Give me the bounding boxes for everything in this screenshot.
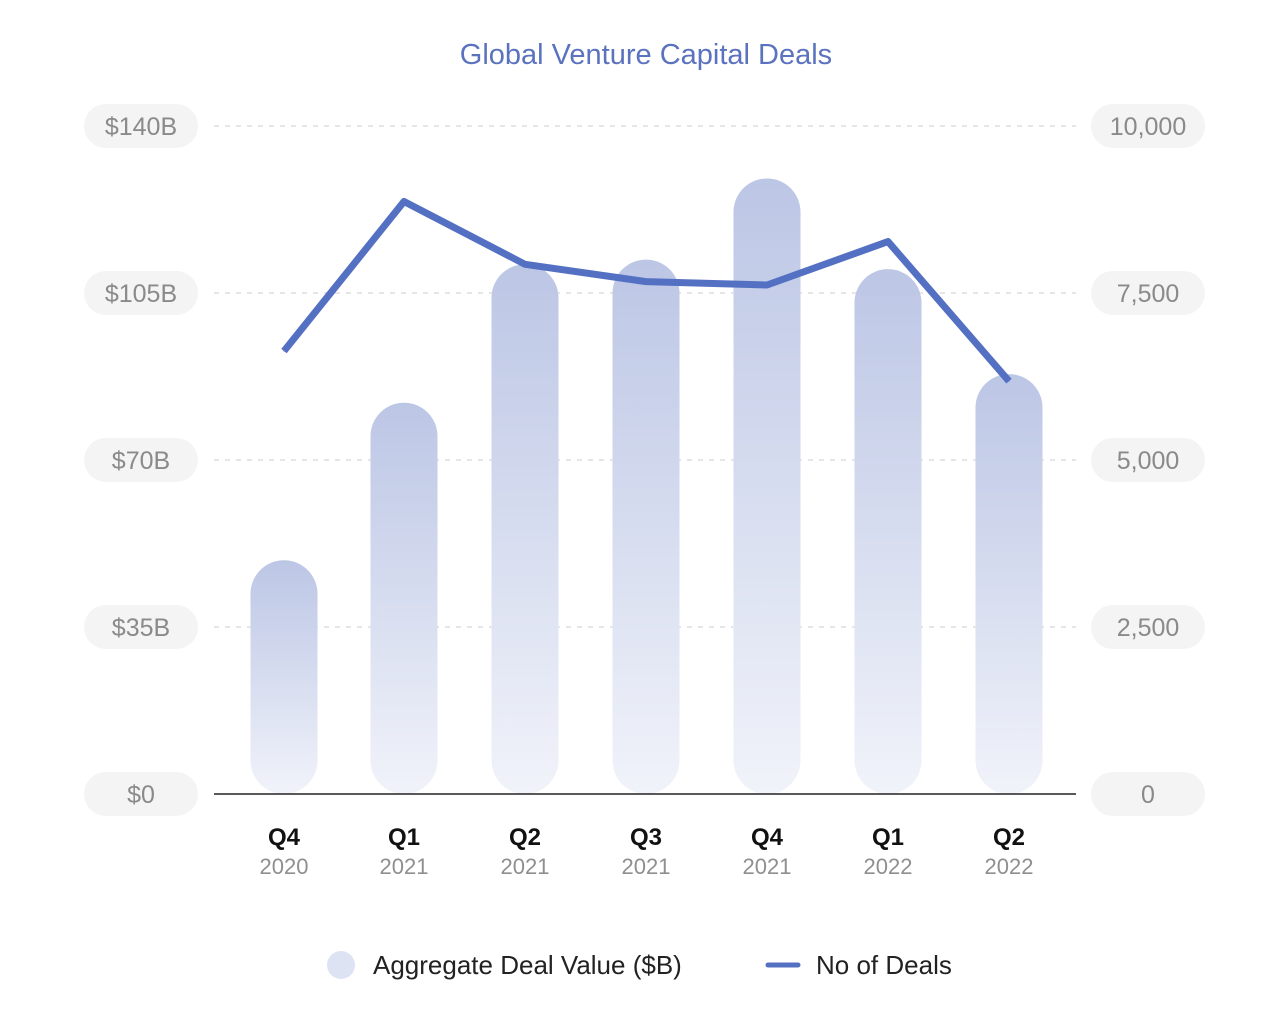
legend-swatch-bars [327,951,355,979]
tick-label: 7,500 [1117,280,1180,308]
tick-pill-bg [1091,605,1205,649]
tick-label: $35B [112,614,170,642]
tick-label: 2,500 [1117,614,1180,642]
left-tick: $35B [84,605,198,649]
category-quarter: Q2 [993,824,1025,851]
right-tick: 10,000 [1091,104,1205,148]
chart-title: Global Venture Capital Deals [460,39,832,71]
bar [370,402,438,794]
line-series [281,198,1012,384]
tick-label: 10,000 [1110,113,1186,141]
category-year: 2021 [501,854,550,879]
left-tick: $140B [84,104,198,148]
category-quarter: Q1 [388,824,420,851]
right-axis: 0 2,500 5,000 7,500 10,000 [1091,104,1205,816]
tick-pill-bg [84,772,198,816]
category-year: 2020 [260,854,309,879]
legend: Aggregate Deal Value ($B) No of Deals [327,950,952,980]
bar [250,560,318,794]
tick-label: 0 [1141,781,1155,809]
category-year: 2021 [380,854,429,879]
line-point [283,350,285,352]
category-year: 2022 [864,854,913,879]
tick-pill-bg [84,104,198,148]
right-tick: 5,000 [1091,438,1205,482]
category-label: Q1 2021 [380,824,429,879]
category-label: Q3 2021 [622,824,671,879]
line-point [645,281,647,283]
category-label: Q2 2022 [985,824,1034,879]
tick-label: $0 [127,781,155,809]
tick-label: 5,000 [1117,447,1180,475]
right-tick: 2,500 [1091,605,1205,649]
bar [733,178,801,794]
tick-label: $140B [105,113,177,141]
line-point [766,284,768,286]
line-point [1008,380,1010,382]
tick-pill-bg [84,438,198,482]
legend-label-bars: Aggregate Deal Value ($B) [373,950,682,980]
tick-label: $70B [112,447,170,475]
tick-label: $105B [105,280,177,308]
x-axis-labels: Q4 2020 Q1 2021 Q2 2021 Q3 2021 Q4 2021 Q1 2022 Q2 20… [260,824,1034,879]
category-quarter: Q4 [751,824,784,851]
line-point [403,200,405,202]
bar [854,269,922,795]
line-point [524,263,526,265]
right-tick: 0 [1091,772,1205,816]
bar [491,264,559,794]
category-label: Q4 2020 [260,824,309,879]
line-point [887,241,889,243]
left-axis: $0 $35B $70B $105B $140B [84,104,198,816]
category-year: 2022 [985,854,1034,879]
category-label: Q4 2021 [743,824,792,879]
category-quarter: Q3 [630,824,662,851]
left-tick: $105B [84,271,198,315]
right-tick: 7,500 [1091,271,1205,315]
category-label: Q1 2022 [864,824,913,879]
category-quarter: Q4 [268,824,301,851]
legend-label-line: No of Deals [816,950,952,980]
category-year: 2021 [622,854,671,879]
tick-pill-bg [1091,772,1205,816]
category-quarter: Q1 [872,824,904,851]
tick-pill-bg [1091,271,1205,315]
tick-pill-bg [84,605,198,649]
left-tick: $0 [84,772,198,816]
tick-pill-bg [1091,104,1205,148]
left-tick: $70B [84,438,198,482]
tick-pill-bg [1091,438,1205,482]
bar [612,259,680,795]
category-quarter: Q2 [509,824,541,851]
bar-series [250,178,1043,795]
bar [975,374,1043,794]
tick-pill-bg [84,271,198,315]
category-year: 2021 [743,854,792,879]
category-label: Q2 2021 [501,824,550,879]
